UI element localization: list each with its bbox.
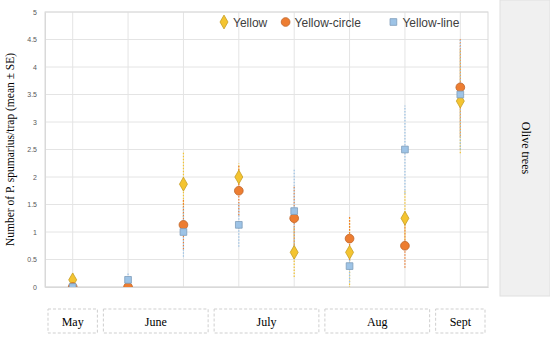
y-tick: 1 — [33, 229, 45, 236]
legend-label: Yellow-line — [402, 16, 459, 30]
legend: Yellow Yellow-circle Yellow-line — [220, 15, 460, 29]
grid-line — [45, 204, 488, 205]
y-tick: 0 — [33, 284, 45, 291]
point — [179, 220, 188, 229]
x-axis — [46, 287, 489, 289]
series — [73, 40, 461, 288]
series — [73, 38, 461, 287]
y-tick-label: 0.5 — [27, 256, 37, 263]
y-tick: 3 — [33, 119, 45, 126]
point — [346, 245, 354, 259]
plot-frame — [45, 12, 488, 287]
y-tick: 4.5 — [27, 36, 45, 43]
series — [73, 49, 461, 287]
y-tick-label: 3.5 — [27, 91, 37, 98]
y-tick-label: 5 — [33, 9, 37, 16]
point — [291, 208, 298, 215]
month-box — [48, 309, 97, 333]
panel-strip — [500, 0, 550, 296]
marks — [68, 38, 464, 287]
point — [402, 146, 409, 153]
point — [234, 186, 243, 195]
month-label: July — [256, 315, 276, 329]
legend-marker — [390, 19, 397, 26]
y-tick-label: 2 — [33, 174, 37, 181]
point — [401, 241, 410, 250]
point — [345, 234, 354, 243]
month-label: May — [62, 315, 84, 329]
month-groups: May June July Aug Sept — [48, 309, 485, 333]
legend-marker — [220, 15, 228, 29]
grid-line — [45, 177, 488, 178]
point — [401, 211, 409, 225]
grid-line — [45, 67, 488, 68]
point — [235, 170, 243, 184]
y-tick-label: 1 — [33, 229, 37, 236]
point — [69, 284, 76, 287]
plot-area: 0 0.5 1 1.5 2 2.5 3 3.5 4 4.5 5 Yellow Yellow-circle… — [27, 9, 488, 294]
series-points — [69, 91, 463, 287]
grid-line — [45, 149, 488, 150]
grid-line-vertical — [183, 12, 184, 287]
y-axis: 0 0.5 1 1.5 2 2.5 3 3.5 4 4.5 5 — [27, 9, 45, 291]
y-tick: 5 — [33, 9, 45, 16]
grid-line — [45, 259, 488, 260]
y-axis-line — [45, 13, 46, 288]
point — [457, 91, 464, 98]
grid-line-vertical — [128, 12, 129, 287]
month-box — [325, 309, 430, 333]
y-axis-title: Number of P. spumarius/trap (mean ± SE) — [4, 53, 17, 246]
month-label: Sept — [450, 315, 472, 329]
grid-line-vertical — [238, 12, 239, 287]
grid-line — [45, 232, 488, 233]
chart: 0 0.5 1 1.5 2 2.5 3 3.5 4 4.5 5 Yellow Yellow-circle… — [0, 0, 550, 340]
point — [346, 263, 353, 270]
legend-marker — [281, 18, 290, 27]
point — [456, 83, 465, 92]
point — [235, 221, 242, 228]
y-tick-label: 2.5 — [27, 146, 37, 153]
x-axis-line — [46, 287, 489, 288]
month-box — [103, 309, 208, 333]
point — [179, 177, 187, 191]
point — [125, 276, 132, 283]
y-tick-label: 3 — [33, 119, 37, 126]
month-box — [214, 309, 319, 333]
y-tick: 2 — [33, 174, 45, 181]
grid-line — [45, 39, 488, 40]
y-tick-label: 4 — [33, 64, 37, 71]
grid-line-vertical — [460, 12, 461, 287]
point — [180, 229, 187, 236]
y-tick: 0.5 — [27, 256, 45, 263]
grid-line — [45, 94, 488, 95]
grid — [45, 12, 488, 287]
point — [68, 283, 77, 287]
y-tick: 3.5 — [27, 91, 45, 98]
legend-label: Yellow-circle — [295, 16, 362, 30]
month-label: Aug — [367, 315, 388, 329]
series-points — [68, 83, 464, 287]
point — [290, 214, 299, 223]
y-tick-label: 4.5 — [27, 36, 37, 43]
y-tick-label: 1.5 — [27, 201, 37, 208]
month-box — [436, 309, 485, 333]
series-points — [69, 94, 465, 287]
legend-label: Yellow — [233, 16, 268, 30]
grid-line — [45, 122, 488, 123]
y-tick-label: 0 — [33, 284, 37, 291]
month-label: June — [145, 315, 167, 329]
point — [290, 245, 298, 259]
y-tick: 2.5 — [27, 146, 45, 153]
grid-line-vertical — [72, 12, 73, 287]
y-tick: 1.5 — [27, 201, 45, 208]
panel-label: Olive trees — [519, 122, 533, 175]
y-tick: 4 — [33, 64, 45, 71]
